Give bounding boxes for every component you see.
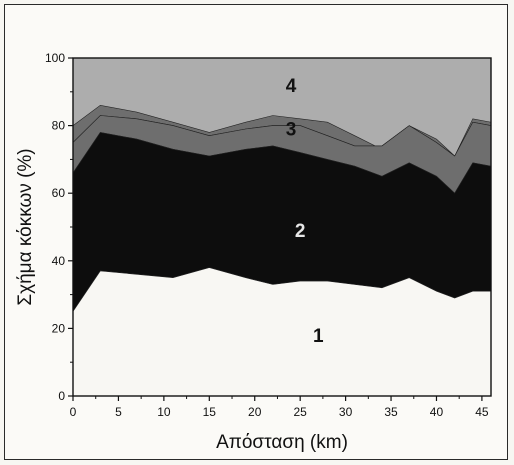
y-tick-label: 40 bbox=[52, 254, 66, 268]
area-series-1 bbox=[72, 267, 492, 397]
area-label-4: 4 bbox=[286, 76, 297, 97]
areas-layer bbox=[72, 58, 492, 397]
y-tick-label: 100 bbox=[45, 51, 65, 65]
area-band-top bbox=[73, 58, 491, 156]
y-tick-label: 80 bbox=[52, 119, 66, 133]
y-tick-label: 20 bbox=[52, 321, 66, 335]
x-tick-label: 40 bbox=[430, 405, 444, 419]
area-label-1: 1 bbox=[313, 326, 324, 347]
x-tick-label: 30 bbox=[339, 405, 353, 419]
chart-frame: 0 20 40 60 80 100 0 5 10 15 20 25 30 35 40 45 1 2 3 4 Απόσ… bbox=[4, 4, 508, 460]
x-tick-label: 45 bbox=[475, 405, 489, 419]
area-label-3: 3 bbox=[286, 120, 297, 141]
area-label-2: 2 bbox=[295, 221, 306, 242]
x-tick-label: 10 bbox=[157, 405, 171, 419]
y-axis-title: Σχήμα κόκκων (%) bbox=[15, 148, 36, 305]
y-tick-label: 0 bbox=[58, 389, 65, 403]
x-tick-label: 0 bbox=[70, 405, 77, 419]
y-tick-label: 60 bbox=[52, 186, 66, 200]
x-tick-label: 20 bbox=[248, 405, 262, 419]
x-tick-label: 5 bbox=[115, 405, 122, 419]
x-tick-label: 35 bbox=[384, 405, 398, 419]
x-tick-label: 15 bbox=[203, 405, 217, 419]
stacked-area-chart: 0 20 40 60 80 100 0 5 10 15 20 25 30 35 40 45 1 2 3 4 Απόσ… bbox=[15, 51, 492, 453]
labels-layer: 1 2 3 4 bbox=[286, 76, 324, 347]
axes-layer: 0 20 40 60 80 100 0 5 10 15 20 25 30 35 40 45 bbox=[45, 51, 492, 419]
x-tick-label: 25 bbox=[293, 405, 307, 419]
x-axis-title: Απόσταση (km) bbox=[216, 432, 348, 453]
